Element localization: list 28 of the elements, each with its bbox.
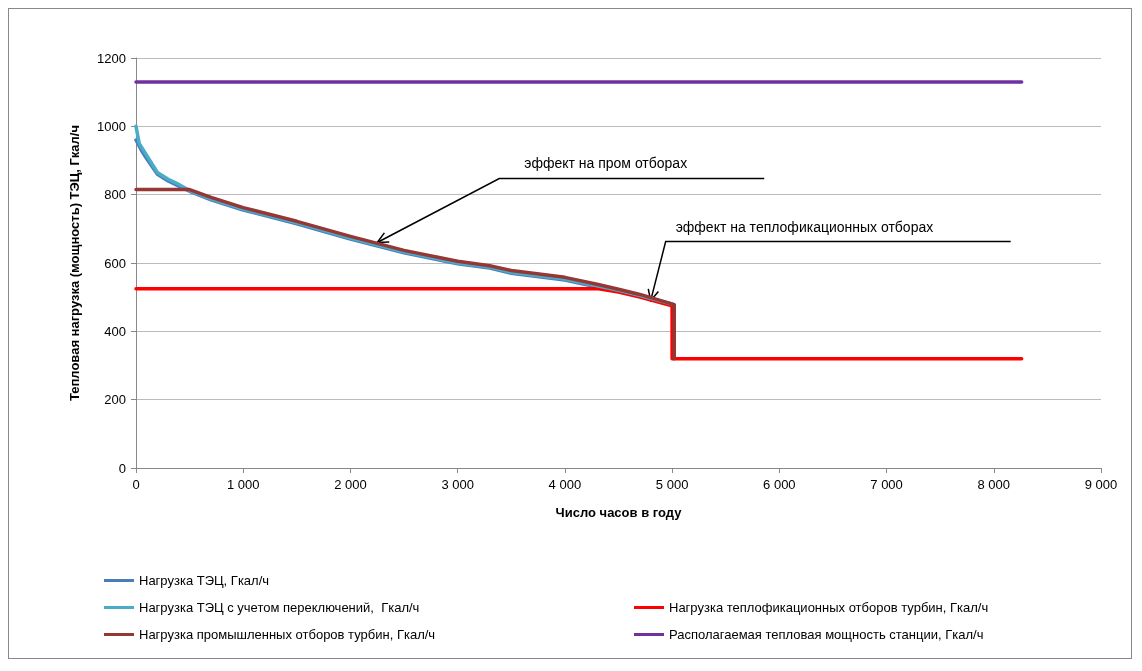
y-tick-label: 1000 bbox=[97, 118, 126, 134]
legend-label: Нагрузка ТЭЦ, Гкал/ч bbox=[139, 573, 270, 588]
x-tick-label: 2 000 bbox=[334, 477, 367, 492]
x-tick-label: 5 000 bbox=[655, 477, 689, 492]
legend-label: Нагрузка теплофикационных отборов турбин, Гкал/ч bbox=[669, 600, 989, 615]
legend-label: Нагрузка ТЭЦ с учетом переключений, Гкал/ч bbox=[139, 600, 420, 615]
line-series bbox=[134, 286, 1024, 361]
x-tick-label: 3 000 bbox=[441, 477, 474, 492]
y-tick-label: 0 bbox=[118, 460, 126, 476]
legend-label: Располагаемая тепловая мощность станции, Гкал/ч bbox=[669, 627, 984, 642]
y-tick-label: 400 bbox=[104, 323, 126, 339]
x-tick-label: 1 000 bbox=[226, 477, 260, 492]
annotation: эффект на пром отборах bbox=[524, 154, 688, 171]
legend-label: Нагрузка промышленных отборов турбин, Гкал/ч bbox=[139, 627, 436, 642]
x-tick-label: 0 bbox=[132, 477, 140, 492]
y-tick-label: 200 bbox=[104, 392, 126, 408]
x-tick-label: 8 000 bbox=[977, 477, 1011, 492]
x-tick-label: 7 000 bbox=[870, 477, 903, 492]
annotation: эффект на теплофикационных отборах bbox=[675, 218, 934, 235]
line-series bbox=[134, 187, 677, 361]
x-tick-label: 9 000 bbox=[1084, 477, 1118, 492]
y-tick-label: 800 bbox=[104, 187, 126, 203]
x-axis-title: Число часов в году bbox=[555, 505, 683, 520]
y-axis-title: Тепловая нагрузка (мощность) ТЭЦ, Гкал/ч bbox=[67, 124, 82, 402]
y-tick-label: 600 bbox=[104, 255, 126, 271]
y-tick-label: 1200 bbox=[97, 50, 126, 66]
x-tick-label: 4 000 bbox=[548, 477, 582, 492]
x-tick-label: 6 000 bbox=[763, 477, 796, 492]
